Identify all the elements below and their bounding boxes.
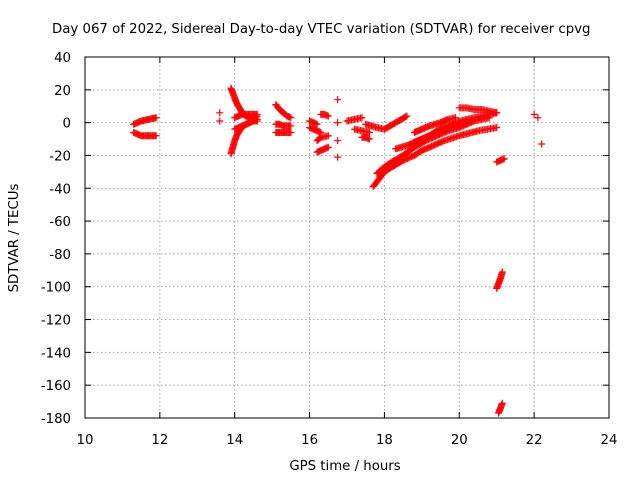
data-point	[493, 124, 501, 132]
data-point	[402, 113, 410, 121]
data-point	[287, 122, 295, 130]
data-point	[365, 128, 373, 136]
data-point	[152, 132, 160, 140]
data-point	[538, 140, 546, 148]
data-point	[534, 114, 542, 122]
data-point	[313, 120, 321, 128]
data-point	[498, 399, 506, 407]
data-point	[530, 110, 538, 118]
data-point	[287, 114, 295, 122]
grid-layer	[85, 57, 609, 418]
data-point	[324, 132, 332, 140]
y-tick-label: -120	[41, 314, 71, 329]
data-point	[216, 117, 224, 125]
y-tick-label: -180	[41, 412, 71, 427]
data-point	[324, 143, 332, 151]
y-tick-label: 20	[54, 84, 71, 99]
chart-title: Day 067 of 2022, Sidereal Day-to-day VTE…	[52, 22, 591, 37]
x-tick-label: 20	[451, 433, 468, 448]
data-point	[152, 114, 160, 122]
x-tick-label: 16	[301, 433, 318, 448]
data-point	[334, 137, 342, 145]
data-point	[324, 112, 332, 120]
x-tick-label: 24	[601, 433, 618, 448]
y-tick-label: 40	[54, 51, 71, 66]
data-point	[403, 112, 411, 120]
x-tick-label: 22	[526, 433, 543, 448]
y-tick-label: -20	[49, 149, 71, 164]
y-tick-label: -80	[49, 248, 71, 263]
y-tick-label: -60	[49, 215, 71, 230]
x-tick-label: 12	[151, 433, 168, 448]
plot-frame	[84, 56, 610, 419]
points-layer	[130, 84, 546, 417]
y-tick-label: 0	[63, 117, 71, 132]
data-point	[216, 109, 224, 117]
data-point	[334, 153, 342, 161]
x-tick-label: 10	[77, 433, 94, 448]
x-tick-label: 18	[376, 433, 393, 448]
data-point	[498, 268, 506, 276]
data-point	[253, 110, 261, 118]
data-point	[334, 96, 342, 104]
y-axis-label: SDTVAR / TECUs	[7, 184, 22, 293]
y-tick-label: -160	[41, 379, 71, 394]
x-axis-label: GPS time / hours	[289, 459, 400, 474]
data-point	[334, 119, 342, 127]
data-point	[365, 135, 373, 143]
tick-layer: 10 12 14 16 18 20 22 24 -180 -160 -140 -120 -100 -80 -…	[41, 51, 618, 448]
data-point	[287, 128, 295, 136]
x-tick-label: 14	[226, 433, 243, 448]
data-point	[500, 155, 508, 163]
y-tick-label: -100	[41, 281, 71, 296]
y-tick-label: -40	[49, 182, 71, 197]
data-point	[358, 114, 366, 122]
y-tick-label: -140	[41, 346, 71, 361]
data-point	[493, 109, 501, 117]
